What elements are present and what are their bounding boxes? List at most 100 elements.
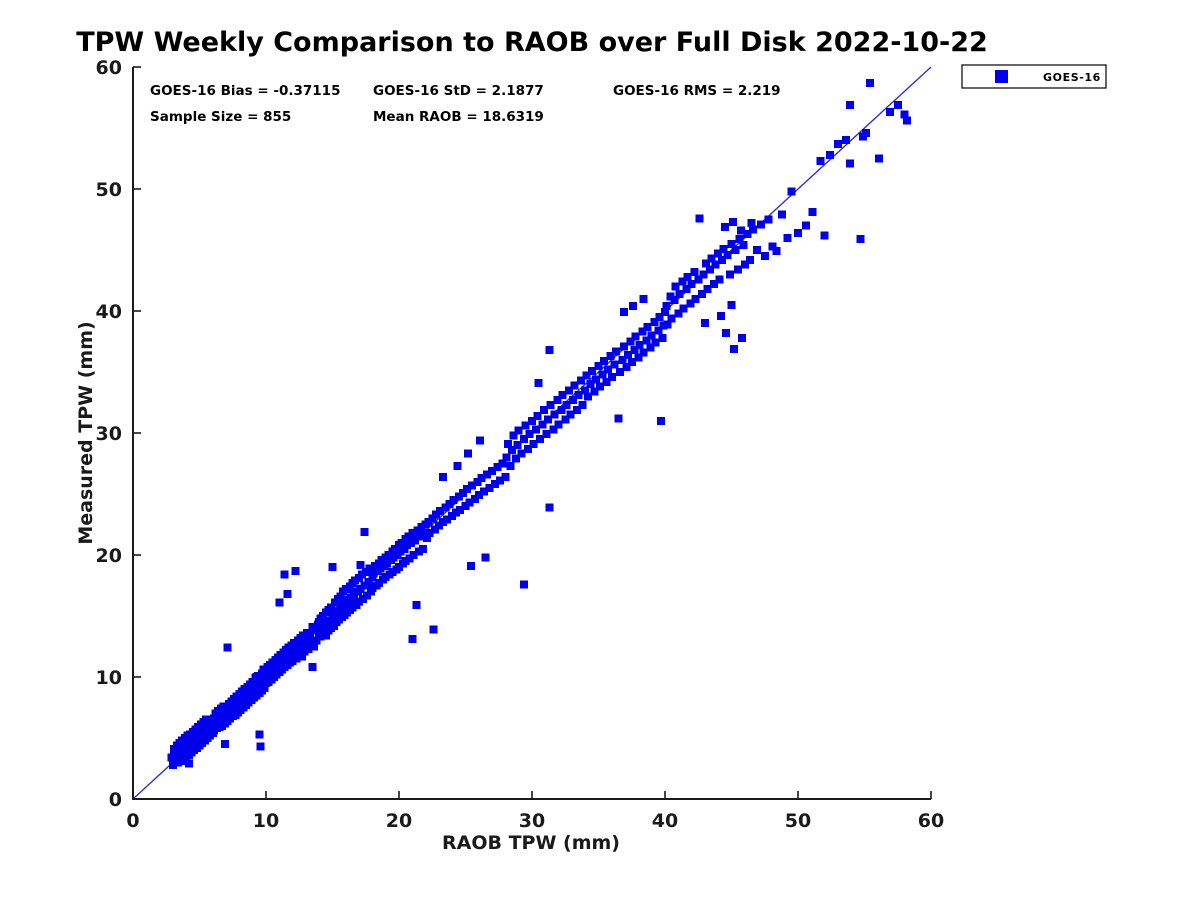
scatter-point: [545, 503, 554, 512]
stat-sample-size: Sample Size = 855: [150, 109, 291, 125]
scatter-point: [606, 352, 615, 361]
scatter-point: [885, 108, 894, 117]
scatter-point: [562, 400, 571, 409]
scatter-point: [736, 226, 745, 235]
scatter-point: [583, 392, 592, 401]
scatter-point: [178, 746, 187, 755]
scatter-point: [292, 654, 301, 663]
stat-std: GOES-16 StD = 2.1877: [373, 83, 544, 99]
scatter-point: [553, 396, 562, 405]
scatter-point: [513, 441, 522, 450]
scatter-point: [574, 391, 583, 400]
scatter-point: [538, 420, 547, 429]
scatter-point: [794, 228, 802, 237]
scatter-point: [247, 681, 256, 690]
legend: GOES-16: [961, 64, 1107, 89]
scatter-point: [756, 220, 765, 229]
scatter-point: [476, 436, 485, 445]
scatter-point: [297, 652, 306, 661]
scatter-point: [532, 425, 540, 434]
scatter-point: [602, 377, 611, 386]
scatter-point: [730, 344, 739, 353]
scatter-point: [309, 642, 318, 651]
scatter-point: [642, 336, 651, 345]
scatter-point: [194, 732, 203, 741]
scatter-point: [409, 551, 418, 559]
scatter-point: [521, 421, 530, 430]
scatter-point: [587, 366, 596, 375]
scatter-point: [695, 214, 704, 223]
scatter-point: [534, 379, 543, 387]
scatter-point: [356, 560, 365, 569]
scatter-point: [581, 386, 590, 395]
x-tick-label: 30: [519, 810, 545, 832]
scatter-point: [508, 446, 516, 455]
scatter-point: [611, 347, 620, 356]
scatter-points: [167, 78, 912, 769]
scatter-point: [716, 311, 725, 320]
scatter-point: [662, 302, 671, 311]
scatter-point: [305, 632, 314, 641]
x-tick-label: 0: [126, 810, 139, 832]
scatter-point: [679, 304, 688, 313]
scatter-point: [603, 365, 612, 374]
scatter-point: [820, 231, 829, 240]
scatter-point: [570, 381, 579, 390]
scatter-point: [622, 363, 631, 372]
scatter-point: [520, 435, 528, 444]
scatter-point: [536, 435, 544, 444]
scatter-point: [485, 483, 494, 492]
scatter-point: [231, 696, 240, 705]
scatter-point: [647, 331, 656, 340]
scatter-point: [691, 294, 700, 303]
scatter-point: [731, 246, 740, 254]
scatter-point: [607, 372, 616, 381]
scatter-point: [466, 562, 475, 570]
scatter-point: [694, 275, 703, 284]
scatter-point: [670, 296, 679, 304]
scatter-point: [623, 350, 632, 359]
scatter-point: [706, 265, 715, 274]
scatter-point: [490, 480, 499, 489]
scatter-point: [220, 740, 229, 749]
y-tick-label: 20: [96, 545, 122, 567]
scatter-point: [569, 396, 578, 405]
scatter-point: [183, 743, 192, 752]
scatter-point: [509, 431, 518, 440]
y-axis-label: Measured TPW (mm): [75, 321, 97, 544]
scatter-point: [549, 425, 558, 434]
scatter-point: [747, 219, 756, 228]
scatter-point: [275, 598, 284, 607]
scatter-point: [856, 235, 865, 243]
scatter-point: [252, 673, 261, 681]
scatter-point: [506, 461, 515, 470]
scatter-point: [544, 415, 552, 424]
scatter-point: [524, 444, 532, 453]
scatter-point: [190, 741, 199, 750]
scatter-point: [658, 333, 667, 342]
scatter-point: [176, 752, 185, 761]
scatter-point: [545, 346, 554, 354]
scatter-point: [738, 333, 747, 342]
scatter-point: [528, 416, 536, 425]
scatter-point: [488, 466, 497, 475]
scatter-point: [783, 233, 792, 242]
scatter-point: [480, 487, 489, 496]
y-tick-label: 0: [109, 789, 122, 811]
scatter-point: [283, 590, 292, 598]
stat-bias: GOES-16 Bias = -0.37115: [150, 83, 340, 99]
scatter-point: [722, 329, 731, 337]
scatter-point: [682, 285, 691, 293]
scatter-point: [746, 255, 755, 264]
scatter-point: [702, 259, 711, 268]
scatter-point: [610, 360, 619, 369]
scatter-point: [639, 348, 648, 357]
scatter-point: [710, 280, 719, 289]
scatter-point: [586, 380, 595, 389]
scatter-point: [700, 319, 709, 328]
scatter-point: [687, 280, 696, 289]
scatter-point: [629, 302, 638, 311]
scatter-point: [449, 496, 458, 505]
scatter-point: [752, 246, 761, 254]
scatter-point: [678, 277, 687, 286]
